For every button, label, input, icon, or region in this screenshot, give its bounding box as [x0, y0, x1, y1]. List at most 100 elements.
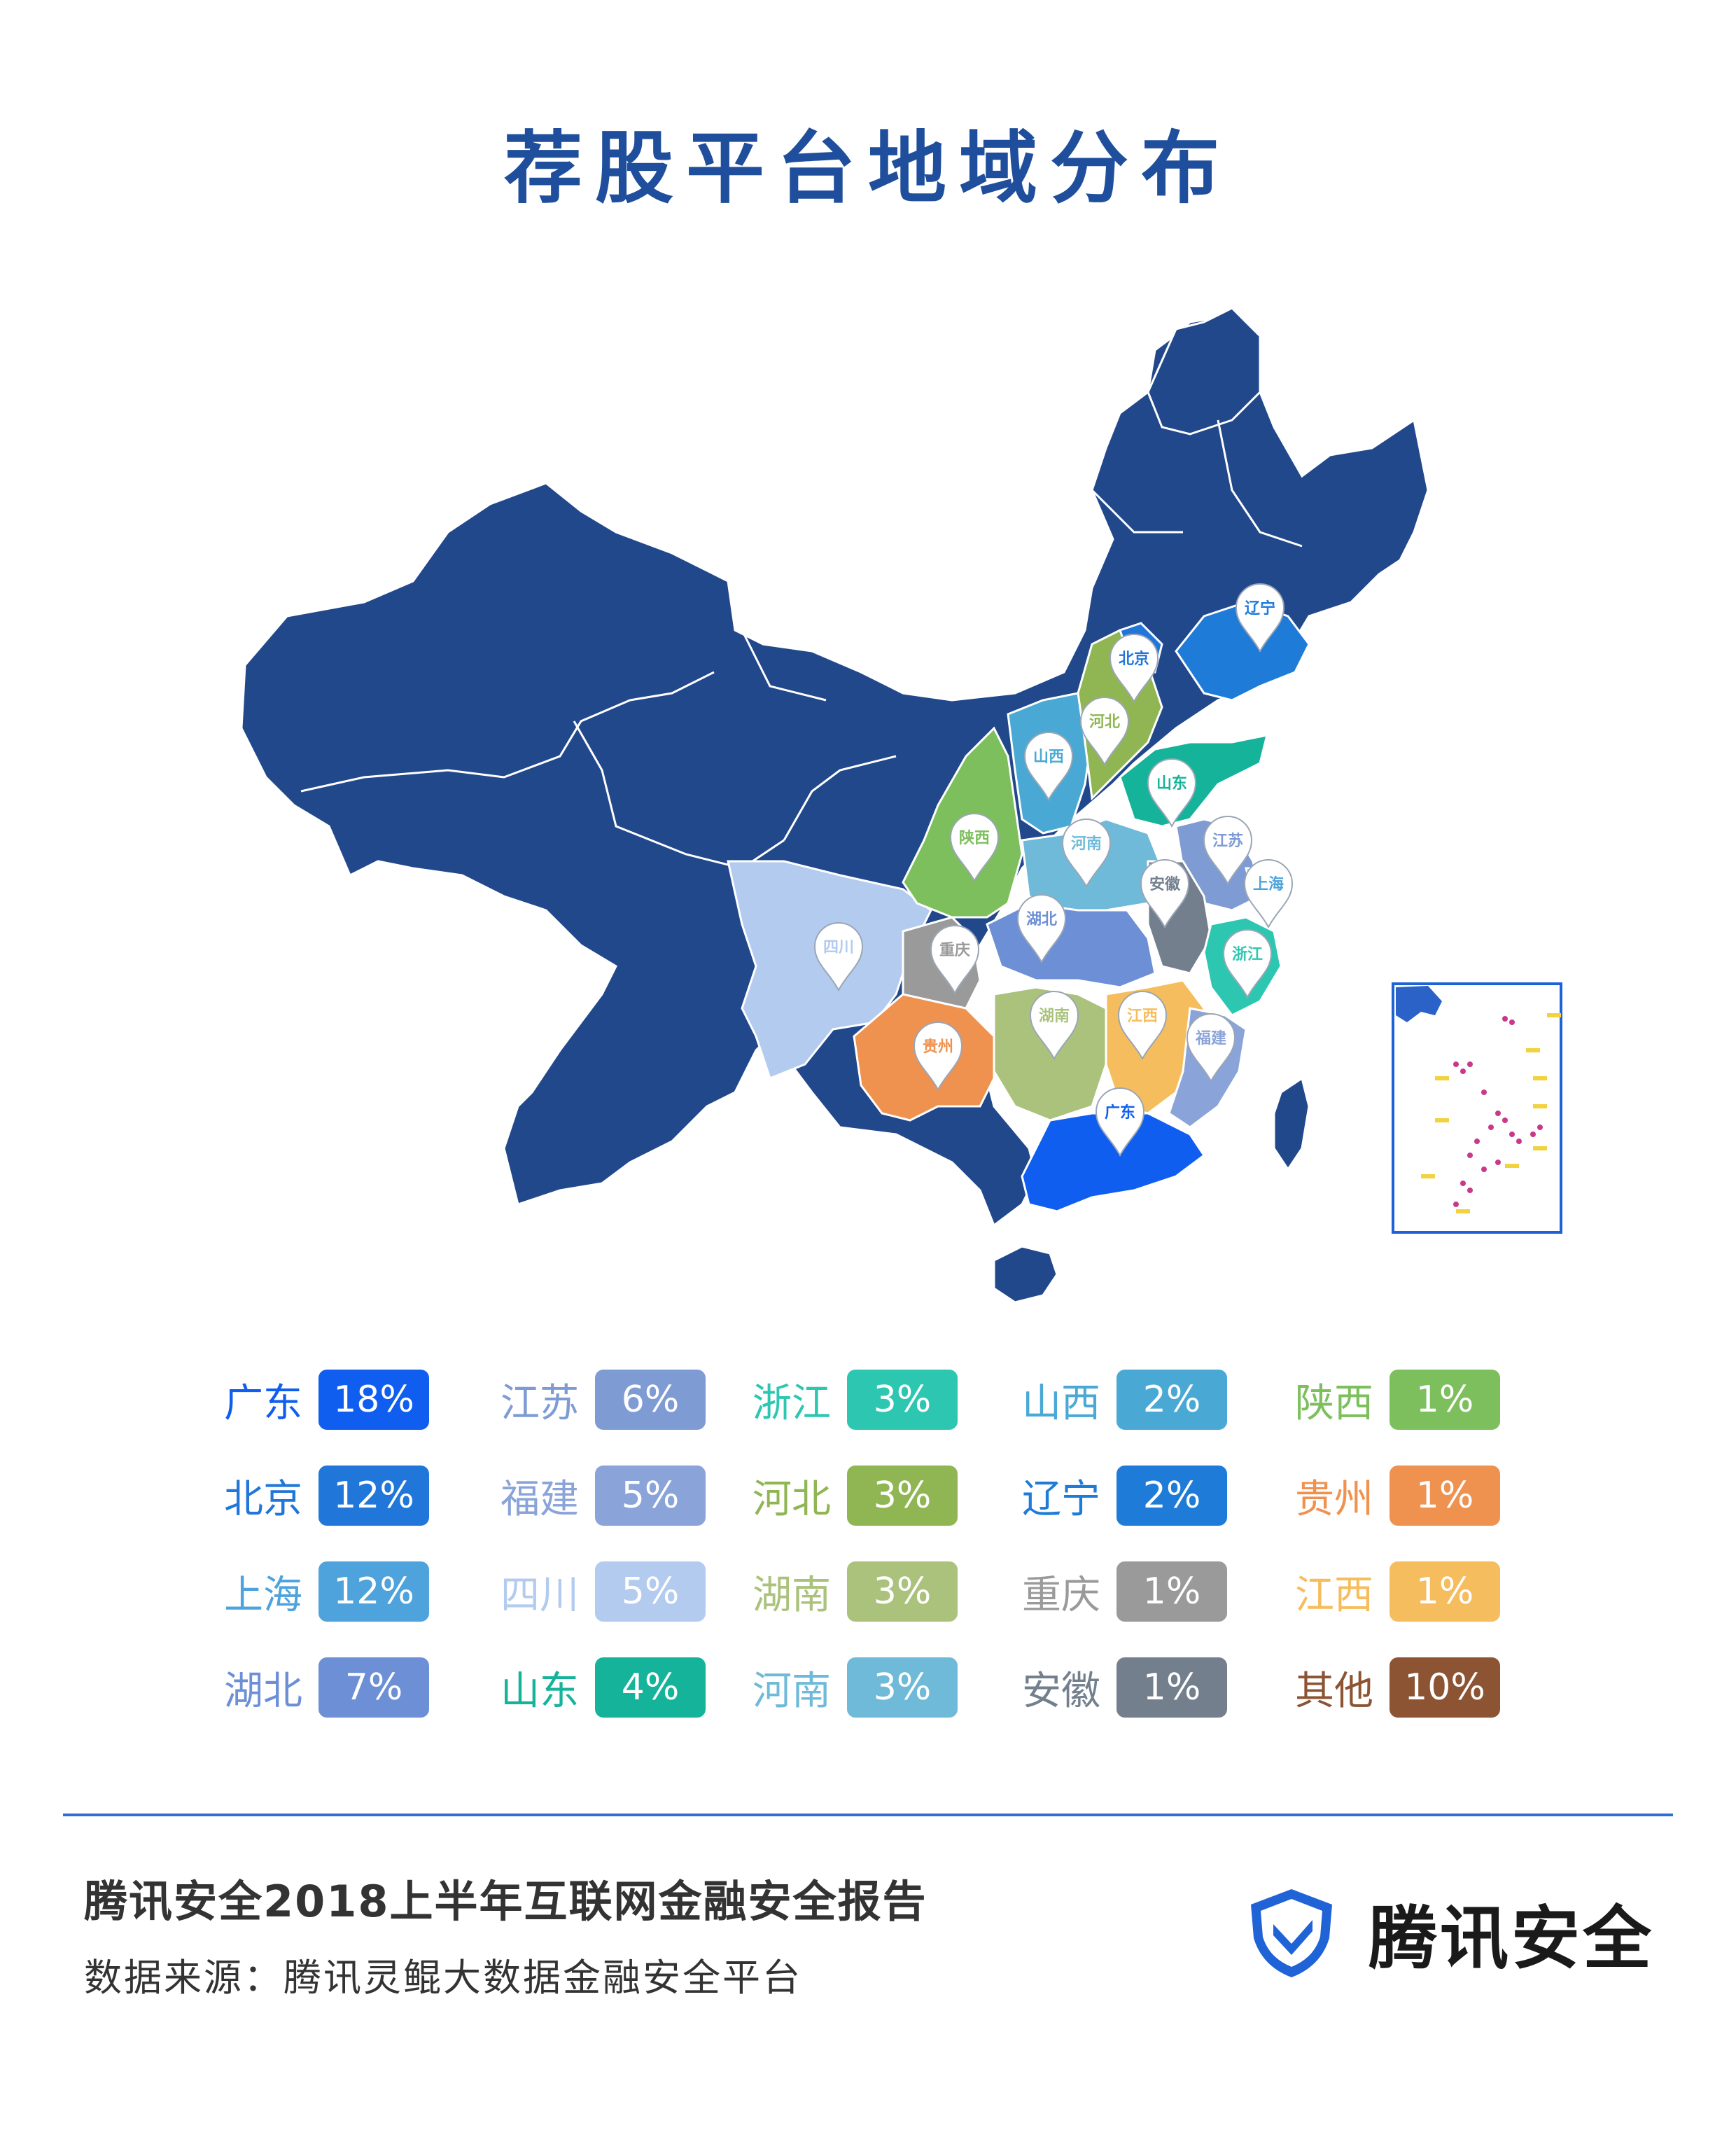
tencent-security-shield-icon	[1251, 1889, 1332, 1977]
legend-region-name: 河南	[752, 1668, 831, 1714]
page-title: 荐股平台地域分布	[504, 123, 1232, 214]
island-dot	[1509, 1019, 1515, 1025]
pin-label: 上海	[1253, 875, 1284, 893]
boundary-marker	[1435, 1076, 1449, 1080]
pin-label: 重庆	[939, 941, 970, 959]
legend-item: 安徽 1%	[1022, 1657, 1227, 1718]
boundary-marker	[1533, 1146, 1547, 1150]
island-dot	[1481, 1167, 1487, 1172]
legend-percentage-badge: 1%	[1390, 1561, 1500, 1622]
pin-marker	[930, 925, 980, 995]
pin-marker	[1023, 732, 1074, 802]
legend-item: 陕西 1%	[1295, 1369, 1500, 1431]
legend-item: 山西 2%	[1022, 1369, 1227, 1431]
legend-item: 江西 1%	[1295, 1561, 1500, 1622]
legend-item: 浙江 3%	[752, 1369, 958, 1431]
taiwan-island	[1273, 1076, 1310, 1171]
pin-marker	[1029, 991, 1079, 1061]
pin-marker	[813, 922, 864, 992]
legend-region-name: 陕西	[1295, 1380, 1373, 1426]
pin-label: 浙江	[1232, 946, 1263, 963]
island-dot	[1467, 1153, 1473, 1158]
pin-北京: 北京	[1109, 634, 1159, 704]
legend-percentage-badge: 3%	[847, 1657, 958, 1718]
island-dot	[1481, 1090, 1487, 1095]
footer-divider	[63, 1814, 1673, 1816]
island-dot	[1488, 1125, 1494, 1130]
pin-marker	[1061, 819, 1112, 889]
legend-item: 辽宁 2%	[1022, 1465, 1227, 1526]
legend-region-name: 其他	[1295, 1668, 1373, 1714]
island-dot	[1453, 1202, 1459, 1207]
legend-item: 河北 3%	[752, 1465, 958, 1526]
legend-percentage-badge: 18%	[318, 1370, 429, 1430]
island-dot	[1460, 1181, 1466, 1186]
pin-上海: 上海	[1243, 859, 1294, 929]
legend-region-name: 浙江	[752, 1380, 831, 1426]
northeast-extension	[1147, 307, 1261, 436]
pin-label: 山东	[1156, 774, 1187, 793]
pin-label: 山西	[1033, 749, 1064, 766]
legend-region-name: 福建	[500, 1476, 579, 1522]
legend-item: 广东 18%	[224, 1369, 429, 1431]
legend-item: 湖北 7%	[224, 1657, 429, 1718]
legend-percentage-badge: 7%	[318, 1657, 429, 1718]
legend-region-name: 北京	[224, 1476, 302, 1522]
legend-region-name: 湖南	[752, 1572, 831, 1618]
pin-江西: 江西	[1117, 991, 1168, 1061]
legend-item: 重庆 1%	[1022, 1561, 1227, 1622]
pin-湖南: 湖南	[1029, 991, 1079, 1061]
legend-item: 河南 3%	[752, 1657, 958, 1718]
pin-label: 江苏	[1212, 832, 1243, 850]
island-dot	[1460, 1068, 1466, 1074]
pin-label: 河南	[1071, 835, 1102, 853]
pin-marker	[949, 813, 1000, 883]
pin-marker	[1079, 697, 1130, 767]
legend-region-name: 江西	[1295, 1572, 1373, 1618]
pin-label: 河北	[1089, 713, 1120, 731]
pin-重庆: 重庆	[930, 925, 980, 995]
island-dot	[1502, 1016, 1508, 1022]
legend-item: 江苏 6%	[500, 1369, 706, 1431]
legend-region-name: 湖北	[224, 1668, 302, 1714]
inset-islands	[1421, 1013, 1561, 1213]
legend-item: 湖南 3%	[752, 1561, 958, 1622]
island-dot	[1502, 1118, 1508, 1123]
legend-region-name: 贵州	[1295, 1476, 1373, 1522]
legend-percentage-badge: 3%	[847, 1370, 958, 1430]
pin-山西: 山西	[1023, 732, 1074, 802]
legend-item: 其他 10%	[1295, 1657, 1500, 1718]
pin-label: 北京	[1119, 650, 1149, 668]
pin-marker	[1243, 859, 1294, 929]
china-mainland-base	[240, 314, 1429, 1227]
pin-marker	[1147, 758, 1197, 828]
legend-percentage-badge: 5%	[595, 1466, 706, 1526]
pin-label: 江西	[1127, 1008, 1158, 1025]
legend-percentage-badge: 3%	[847, 1561, 958, 1622]
pin-河南: 河南	[1061, 819, 1112, 889]
pin-广东: 广东	[1095, 1087, 1145, 1157]
pin-marker	[1140, 859, 1190, 929]
island-dot	[1467, 1061, 1473, 1067]
boundary-marker	[1533, 1076, 1547, 1080]
legend-item: 贵州 1%	[1295, 1465, 1500, 1526]
island-dot	[1509, 1132, 1515, 1137]
inset-coast	[1396, 986, 1442, 1022]
legend-item: 四川 5%	[500, 1561, 706, 1622]
pin-marker	[1016, 894, 1067, 964]
legend-item: 福建 5%	[500, 1465, 706, 1526]
legend-item: 北京 12%	[224, 1465, 429, 1526]
legend-percentage-badge: 3%	[847, 1466, 958, 1526]
pin-label: 福建	[1195, 1030, 1226, 1047]
pin-marker	[1222, 929, 1273, 999]
pin-marker	[1186, 1013, 1236, 1083]
pin-label: 贵州	[923, 1038, 953, 1056]
legend-percentage-badge: 12%	[318, 1466, 429, 1526]
legend-percentage-badge: 10%	[1390, 1657, 1500, 1718]
legend-region-name: 广东	[224, 1380, 302, 1426]
legend-percentage-badge: 5%	[595, 1561, 706, 1622]
legend-percentage-badge: 6%	[595, 1370, 706, 1430]
boundary-marker	[1533, 1104, 1547, 1108]
legend-percentage-badge: 2%	[1116, 1466, 1227, 1526]
